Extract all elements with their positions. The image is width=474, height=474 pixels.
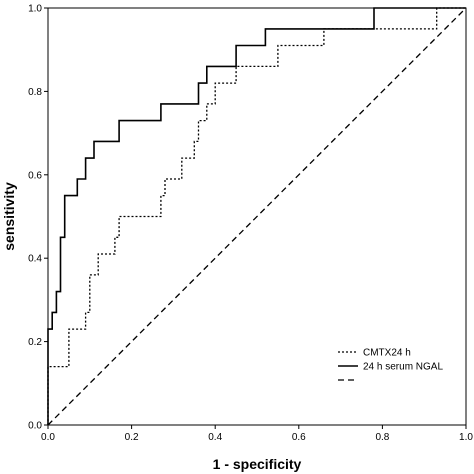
x-tick-label: 0.6 [292, 432, 306, 443]
y-tick-label: 0.2 [28, 337, 42, 348]
x-tick-label: 0.2 [125, 432, 139, 443]
y-tick-label: 0.6 [28, 170, 42, 181]
x-tick-label: 0.0 [41, 432, 55, 443]
y-axis: 0.0 0.2 0.4 0.6 0.8 1.0 [28, 4, 48, 432]
y-tick-label: 0.8 [28, 87, 42, 98]
x-tick-label: 0.4 [208, 432, 222, 443]
x-tick-label: 1.0 [459, 432, 473, 443]
plot-area [47, 7, 467, 426]
series-layer [47, 7, 467, 426]
series-line-dashed [47, 7, 467, 426]
y-axis-title: sensitivity [1, 182, 17, 251]
series-line-dotted [47, 7, 466, 425]
legend-label: CMTX24 h [363, 348, 411, 359]
x-axis-title: 1 - specificity [213, 456, 302, 472]
y-tick-label: 1.0 [28, 4, 42, 15]
legend: CMTX24 h 24 h serum NGAL [334, 345, 462, 391]
series-line-solid [47, 7, 466, 425]
legend-label: 24 h serum NGAL [363, 362, 443, 373]
y-tick-label: 0.0 [28, 421, 42, 432]
legend-box [334, 345, 462, 391]
x-axis: 0.0 0.2 0.4 0.6 0.8 1.0 [41, 425, 473, 443]
legend-items: CMTX24 h 24 h serum NGAL [338, 348, 443, 381]
y-tick-label: 0.4 [28, 254, 42, 265]
x-tick-label: 0.8 [375, 432, 389, 443]
